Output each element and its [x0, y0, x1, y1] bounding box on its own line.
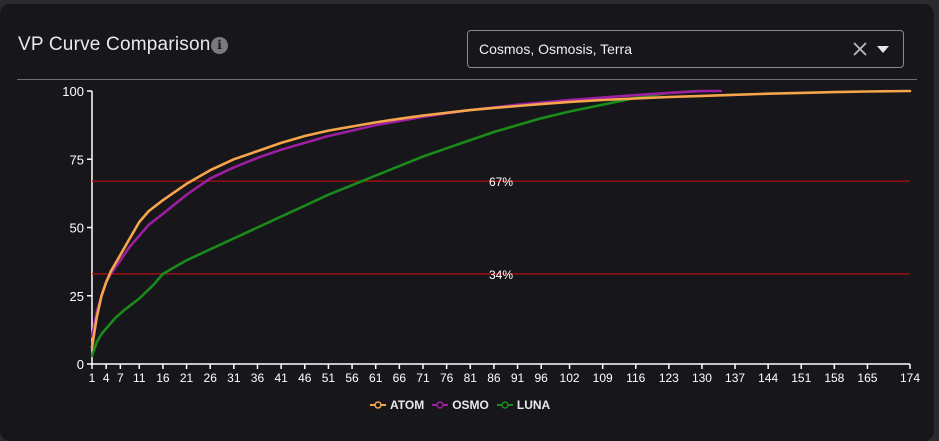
- x-tick-label: 151: [791, 371, 811, 385]
- x-tick-label: 11: [133, 371, 146, 385]
- x-tick-label: 144: [758, 371, 778, 385]
- x-tick-label: 158: [824, 371, 844, 385]
- x-tick-label: 7: [117, 371, 124, 385]
- series-line-luna: [90, 89, 699, 358]
- y-tick-label: 75: [70, 152, 84, 167]
- legend-item-atom[interactable]: ATOM: [370, 398, 424, 412]
- x-tick-label: 81: [464, 371, 478, 385]
- x-tick-label: 1: [89, 371, 96, 385]
- x-tick-label: 16: [156, 371, 170, 385]
- x-tick-label: 123: [659, 371, 679, 385]
- x-tick-label: 51: [322, 371, 336, 385]
- x-tick-label: 116: [626, 371, 645, 385]
- legend-label-osmo: OSMO: [452, 398, 489, 412]
- info-icon[interactable]: i: [211, 37, 228, 54]
- x-tick-label: 26: [204, 371, 218, 385]
- x-tick-label: 102: [560, 371, 580, 385]
- y-tick-label: 0: [77, 357, 84, 372]
- x-tick-label: 21: [180, 371, 194, 385]
- y-tick-label: 50: [70, 221, 84, 236]
- x-tick-label: 96: [535, 371, 549, 385]
- x-tick-label: 174: [900, 371, 920, 385]
- legend-swatch-osmo: [432, 401, 449, 409]
- legend-item-osmo[interactable]: OSMO: [432, 398, 489, 412]
- x-tick-label: 130: [692, 371, 712, 385]
- threshold-label: 67%: [489, 175, 513, 189]
- x-tick-label: 71: [416, 371, 430, 385]
- x-tick-label: 165: [857, 371, 877, 385]
- x-tick-label: 137: [725, 371, 745, 385]
- x-tick-label: 61: [369, 371, 383, 385]
- x-tick-label: 109: [593, 371, 613, 385]
- chart-legend: ATOM OSMO LUNA: [370, 398, 550, 412]
- series-line-atom: [90, 89, 912, 349]
- threshold-label: 34%: [489, 268, 513, 282]
- series-line-osmo: [90, 89, 723, 339]
- x-tick-label: 86: [487, 371, 501, 385]
- chart-card: [0, 4, 934, 441]
- close-icon[interactable]: [851, 40, 869, 58]
- x-tick-label: 76: [440, 371, 454, 385]
- x-tick-label: 36: [251, 371, 265, 385]
- x-tick-label: 91: [511, 371, 525, 385]
- legend-swatch-atom: [370, 401, 386, 409]
- chain-select-value: Cosmos, Osmosis, Terra: [479, 41, 632, 57]
- page-title: VP Curve Comparison: [18, 34, 211, 55]
- x-tick-label: 4: [103, 371, 110, 385]
- legend-label-luna: LUNA: [516, 398, 551, 412]
- x-tick-label: 31: [227, 371, 241, 385]
- x-tick-label: 46: [298, 371, 312, 385]
- x-tick-label: 56: [345, 371, 359, 385]
- y-tick-label: 100: [62, 84, 84, 99]
- caret-down-icon[interactable]: [877, 46, 889, 53]
- header-divider: [17, 79, 917, 80]
- legend-swatch-luna: [496, 401, 513, 409]
- legend-label-atom: ATOM: [390, 398, 425, 412]
- y-tick-label: 25: [70, 289, 84, 304]
- x-tick-label: 66: [393, 371, 407, 385]
- x-tick-label: 41: [274, 371, 288, 385]
- chain-select[interactable]: Cosmos, Osmosis, Terra: [467, 30, 904, 68]
- legend-item-luna[interactable]: LUNA: [496, 398, 551, 412]
